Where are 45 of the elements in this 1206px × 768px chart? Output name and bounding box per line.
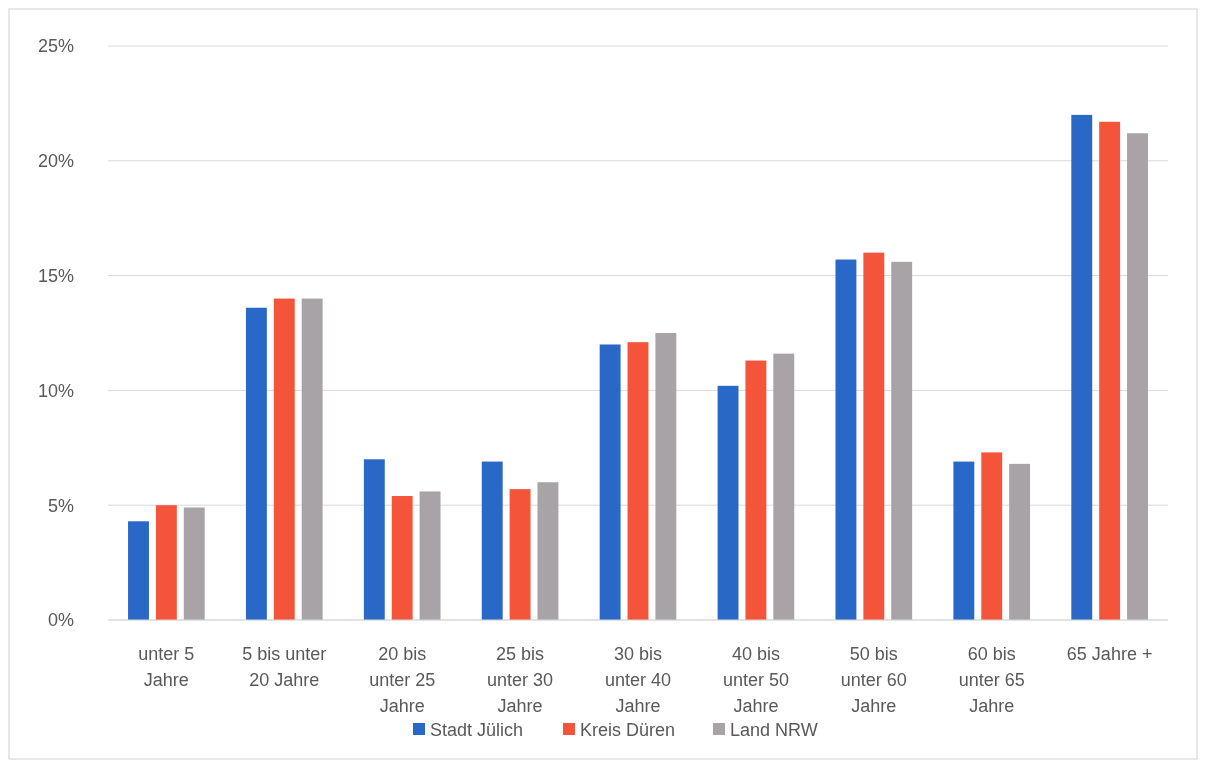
bar [1071,114,1093,620]
bar [155,505,177,620]
bar [773,353,795,620]
bar [183,507,205,620]
bar [863,252,885,620]
legend-label: Kreis Düren [580,720,676,741]
bar [717,385,739,620]
bar [1099,121,1121,620]
bar [301,298,323,620]
bar [835,259,857,620]
bar [509,489,531,620]
bar [481,461,503,620]
x-tick-label: unter 5 Jahre [138,644,195,690]
y-tick-label: 0% [47,610,74,631]
bar [599,344,621,620]
y-tick-label: 5% [47,495,74,516]
legend-label: Stadt Jülich [430,720,524,741]
bar [391,496,413,620]
x-tick-label: 30 bis unter 40 Jahre [604,644,672,716]
y-tick-label: 25% [37,36,74,57]
x-tick-label: 5 bis unter 20 Jahre [242,644,327,690]
x-tick-label: 20 bis unter 25 Jahre [369,644,436,716]
bar [245,307,267,620]
bar [363,459,385,620]
bar [1009,463,1031,620]
bar [953,461,975,620]
bar [981,452,1003,620]
x-tick-label: 25 bis unter 30 Jahre [487,644,554,716]
bar [1127,133,1148,620]
x-tick-label: 40 bis unter 50 Jahre [722,644,789,716]
bar [273,298,295,620]
x-tick-label: 65 Jahre + [1066,644,1153,664]
bar [419,491,441,620]
bar [891,261,913,620]
bar [655,333,677,620]
y-tick-label: 10% [37,380,74,401]
y-tick-label: 15% [37,265,74,286]
y-tick-label: 20% [37,151,74,172]
bar [745,360,767,620]
bar [537,482,559,620]
bar [627,342,649,620]
bar [128,521,149,620]
legend-label: Land NRW [730,720,818,741]
x-tick-label: 60 bis unter 65 Jahre [958,644,1025,716]
x-tick-label: 50 bis unter 60 Jahre [840,644,907,716]
